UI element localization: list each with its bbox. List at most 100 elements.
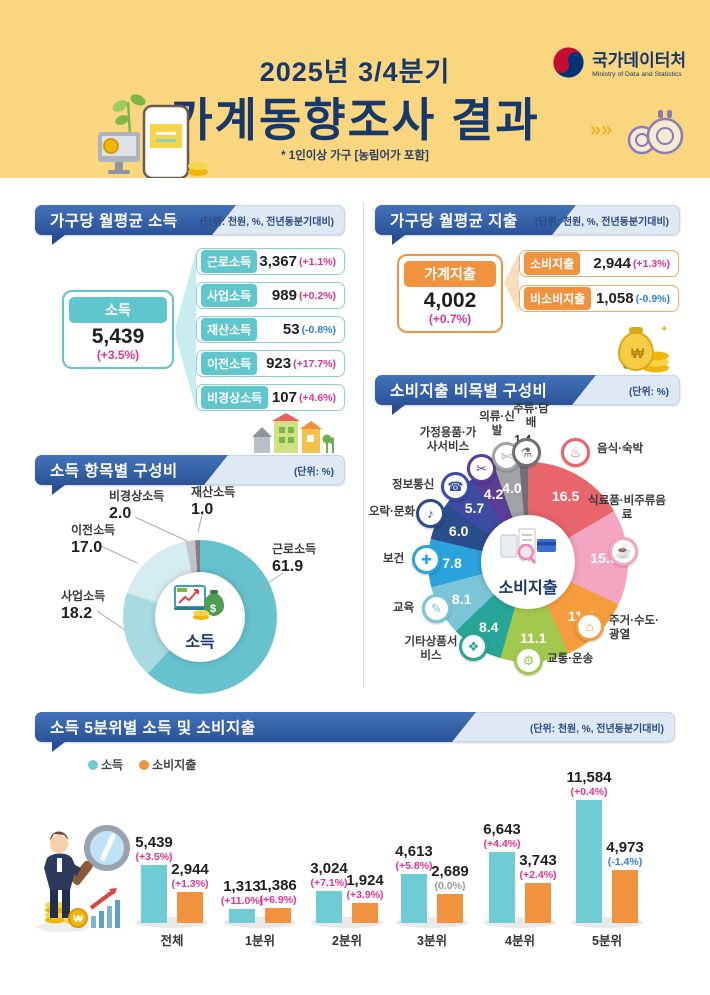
expense-section-title: 가구당 월평균 지출 [390, 213, 518, 230]
bar-category-label: 1분위 [245, 934, 275, 948]
pie-label: 주류·담배 [513, 403, 549, 429]
svg-text:✦: ✦ [660, 324, 668, 335]
income-bar [229, 909, 255, 923]
grocery-icon: ☕ [609, 537, 638, 566]
income-donut-center: $ 소득 [155, 572, 245, 662]
agency-name-en: Ministry of Data and Statistics [592, 70, 682, 78]
expense-bar [525, 883, 551, 923]
expense-item-label: 비소비지출 [524, 287, 592, 310]
income-dot-icon [88, 760, 98, 770]
expense-total-card: 가계지출 4,002 (+0.7%) [397, 254, 503, 334]
income-total-card: 소득 5,439 (+3.5%) [62, 290, 174, 370]
legend-expense: 소비지출 [139, 756, 196, 773]
expense-section-header: 가구당 월평균 지출 (단위: 천원, %, 전년동분기대비) [375, 205, 680, 245]
expense-item-value: 1,058 [596, 290, 634, 307]
pie-value: 8.1 [451, 591, 472, 608]
ribbon-tail [52, 235, 65, 245]
expense-bar [437, 894, 463, 923]
bar-value-label: 1,924 (+3.9%) [346, 872, 384, 902]
pie-label: 기타상품서비스 [404, 636, 458, 662]
income-chart-icon: $ [174, 583, 226, 626]
income-pie-header: 소득 항목별 구성비 (단위: %) [35, 455, 345, 495]
svg-text:$: $ [210, 603, 216, 615]
income-item-label: 재산소득 [201, 318, 258, 341]
pie-value: 4.0 [502, 479, 522, 496]
expense-section-unit: (단위: 천원, %, 전년동분기대비) [535, 216, 669, 228]
ribbon-tail [52, 742, 65, 752]
receipt-card-icon [499, 527, 557, 572]
bar-shadow [571, 917, 643, 928]
phone-monitor-plant-illustration [98, 94, 210, 183]
svg-text:₩: ₩ [631, 345, 645, 361]
svg-text:»»: »» [590, 119, 612, 141]
column-divider [363, 202, 364, 688]
income-total-label: 소득 [69, 297, 167, 323]
income-item-value: 53 [282, 321, 300, 338]
income-item-label: 비경상소득 [201, 386, 269, 409]
income-composition-donut: $ 소득 근로소득 61.9 사업소득 18.2 이전소득 17.0 비경상소득 2.0… [35, 485, 365, 699]
income-bar [141, 865, 167, 923]
expense-bar [612, 870, 638, 923]
ribbon-tail [52, 485, 65, 495]
health-icon: ✚ [412, 545, 441, 574]
expense-pie-header: 소비지출 비목별 구성비 (단위: %) [375, 375, 680, 415]
alcohol-tobacco-icon: ⚗ [512, 438, 541, 467]
bar-shadow [484, 917, 556, 928]
income-pie-unit: (단위: %) [293, 466, 334, 478]
donut-label: 비경상소득 2.0 [109, 489, 165, 522]
bar-shadow [136, 917, 208, 928]
income-item-row: 재산소득 53 (-0.8%) [196, 316, 345, 343]
misc-goods-icon: ❖ [459, 632, 488, 661]
donut-label: 사업소득 18.2 [61, 589, 106, 622]
coverage-note: * 1인이상 가구 [농림어가 포함] [281, 150, 429, 162]
communication-icon: ☎ [441, 472, 470, 501]
income-item-value: 107 [271, 389, 297, 406]
bar-category-label: 2분위 [332, 934, 362, 948]
pie-value: 16.5 [551, 487, 580, 504]
taegeuk-emblem-icon [552, 46, 585, 84]
quintile-section-title: 소득 5분위별 소득 및 소비지출 [50, 720, 256, 737]
donut-label: 근로소득 61.9 [272, 542, 317, 575]
pie-label: 의류·신발 [479, 411, 515, 437]
pie-label: 교육 [393, 602, 415, 614]
pie-label: 식료품·비주류음료 [588, 495, 666, 521]
bar-value-label: 4,973 (-1.4%) [606, 839, 644, 869]
bar-value-label: 1,313 (+11.0%) [220, 878, 264, 908]
pie-label: 보건 [383, 553, 405, 565]
income-item-value: 923 [266, 355, 292, 372]
income-item-change: (+4.6%) [298, 391, 336, 404]
expense-composition-pie: 소비지출 16.515.511.411.18.48.17.86.05.74.24… [369, 403, 705, 688]
expense-total-value: 4,002 [423, 289, 477, 312]
expense-item-change: (+1.3%) [632, 257, 670, 270]
pie-label: 오락·문화 [368, 506, 415, 518]
expense-item-value: 2,944 [593, 255, 631, 272]
pie-label: 교통·운송 [547, 653, 594, 665]
income-item-row: 비경상소득 107 (+4.6%) [196, 384, 345, 411]
income-item-change: (-0.8%) [301, 323, 336, 336]
donut-label: 이전소득 17.0 [71, 523, 116, 556]
bar-chart-legend: 소득 소비지출 [88, 756, 196, 773]
expense-pie-center-label: 소비지출 [498, 579, 558, 597]
quintile-section-header: 소득 5분위별 소득 및 소비지출 (단위: 천원, %, 전년동분기대비) [35, 712, 675, 752]
income-connector [176, 252, 196, 410]
bar-value-label: 4,613 (+5.8%) [395, 843, 433, 873]
income-section-title: 가구당 월평균 소득 [50, 213, 178, 230]
income-section-unit: (단위: 천원, %, 전년동분기대비) [200, 216, 334, 228]
ribbon-tail [392, 235, 405, 245]
expense-pie-unit: (단위: %) [628, 386, 669, 398]
bar-value-label: 3,024 (+7.1%) [310, 860, 348, 890]
pie-value: 11.1 [519, 629, 547, 646]
income-total-change: (+3.5%) [96, 348, 140, 363]
income-item-value: 989 [271, 287, 297, 304]
svg-text:₩: ₩ [74, 914, 84, 925]
income-section-header: 가구당 월평균 소득 (단위: 천원, %, 전년동분기대비) [35, 205, 345, 245]
income-donut-center-label: 소득 [185, 633, 215, 651]
expense-dot-icon [139, 760, 150, 770]
expense-item-row: 소비지출 2,944 (+1.3%) [519, 250, 679, 277]
expense-pie-title: 소비지출 비목별 구성비 [390, 383, 548, 400]
bar-value-label: 2,689 (0.0%) [431, 863, 469, 893]
expense-bar [265, 908, 291, 923]
recreation-icon: ♪ [416, 499, 445, 528]
pie-label: 가정용품·가사서비스 [419, 427, 477, 453]
